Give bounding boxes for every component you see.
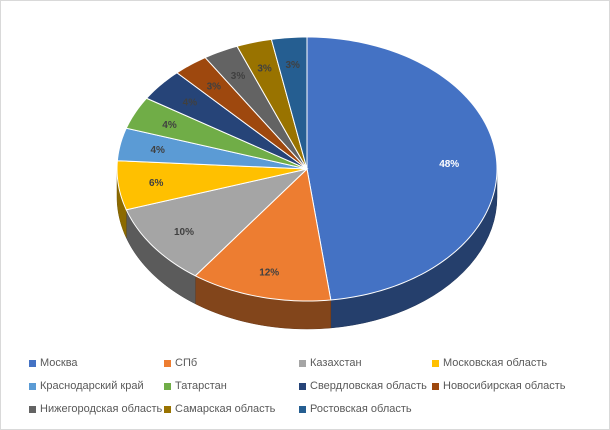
pie-slice-татарстан: [125, 97, 308, 170]
data-label-ростовская-область: 3%: [285, 60, 300, 71]
legend-label: Казахстан: [310, 357, 362, 369]
pie-slice-самарская-область: [236, 38, 308, 170]
legend-label: Ростовская область: [310, 403, 412, 415]
data-label-самарская-область: 3%: [257, 64, 272, 75]
pie-slice-москва: [306, 36, 498, 301]
legend-swatch: [29, 382, 36, 390]
pie-slice-нижегородская-область: [204, 45, 308, 170]
legend-item-московская-область: Московская область: [432, 357, 547, 369]
legend-item-ростовская-область: Ростовская область: [299, 403, 412, 415]
legend-label: СПб: [175, 357, 198, 369]
legend-item-казахстан: Казахстан: [299, 357, 362, 369]
legend-item-москва: Москва: [29, 357, 78, 369]
pie-slice-московская-область: [116, 160, 308, 211]
legend-item-спб: СПб: [164, 357, 197, 369]
pie-slice-ростовская-область: [270, 36, 308, 170]
legend-swatch: [164, 382, 171, 390]
legend-item-татарстан: Татарстан: [164, 380, 227, 392]
legend-label: Татарстан: [175, 380, 227, 392]
data-label-московская-область: 6%: [149, 178, 164, 189]
pie-slice-спб: [194, 167, 332, 302]
pie-slice-свердловская-область: [145, 72, 308, 170]
data-label-свердловская-область: 4%: [183, 98, 198, 109]
legend-item-самарская-область: Самарская область: [164, 403, 275, 415]
data-label-казахстан: 10%: [174, 227, 194, 238]
legend-item-свердловская-область: Свердловская область: [299, 380, 427, 392]
legend-item-новосибирская-область: Новосибирская область: [432, 380, 566, 392]
legend-item-нижегородская-область: Нижегородская область: [29, 403, 162, 415]
pie-slice-новосибирская-область: [176, 56, 308, 170]
legend-label: Новосибирская область: [443, 380, 566, 392]
legend-swatch: [432, 382, 439, 390]
legend-swatch: [164, 359, 171, 367]
legend-swatch: [299, 382, 306, 390]
pie-label-layer: 48% 12% 10% 6% 4% 4% 4% 3% 3% 3% 3%: [149, 60, 459, 278]
data-label-новосибирская-область: 3%: [207, 82, 222, 93]
legend-label: Москва: [40, 357, 78, 369]
legend-swatch: [432, 359, 439, 367]
legend-swatch: [164, 405, 171, 413]
data-label-спб: 12%: [259, 267, 279, 278]
legend-swatch: [29, 359, 36, 367]
legend-label: Московская область: [443, 357, 548, 369]
data-label-нижегородская-область: 3%: [231, 71, 246, 82]
pie-top-layer: [116, 36, 498, 302]
pie-slice-казахстан: [125, 168, 309, 277]
legend-swatch: [29, 405, 36, 413]
legend-label: Самарская область: [175, 403, 276, 415]
legend-swatch: [299, 359, 306, 367]
legend-label: Свердловская область: [310, 380, 427, 392]
data-label-татарстан: 4%: [162, 120, 177, 131]
legend-label: Нижегородская область: [40, 403, 163, 415]
pie-side-layer: [116, 168, 498, 330]
legend-label: Краснодарский край: [40, 380, 144, 392]
data-label-москва: 48%: [439, 159, 459, 170]
legend-item-краснодарский-край: Краснодарский край: [29, 380, 144, 392]
legend-swatch: [299, 405, 306, 413]
data-label-краснодарский-край: 4%: [150, 145, 165, 156]
